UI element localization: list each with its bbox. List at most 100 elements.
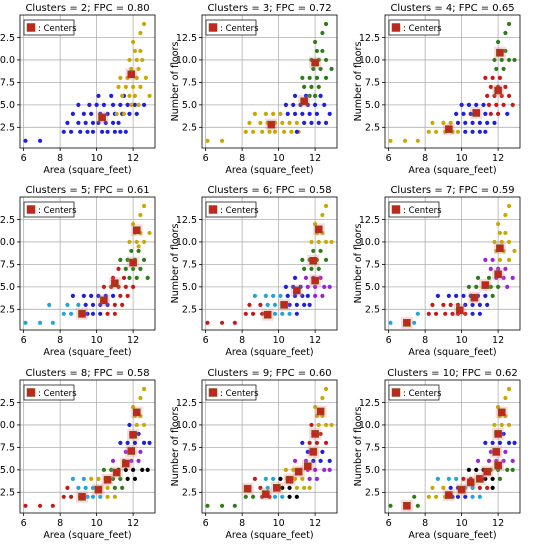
data-point xyxy=(483,111,488,116)
data-point xyxy=(503,30,508,36)
data-point xyxy=(505,284,510,289)
data-point xyxy=(145,467,150,472)
data-point xyxy=(285,293,290,298)
data-point xyxy=(120,485,125,490)
x-axis-label: Area (square_feet) xyxy=(225,347,313,358)
data-point xyxy=(318,458,323,463)
data-point xyxy=(496,266,501,271)
subplot-title: Clusters = 6; FPC = 0.58 xyxy=(207,185,331,196)
data-point xyxy=(123,84,128,89)
data-point xyxy=(87,102,92,107)
data-point xyxy=(85,129,90,134)
data-point xyxy=(506,386,512,392)
data-point xyxy=(136,431,141,437)
data-point xyxy=(474,284,479,289)
data-point xyxy=(123,467,128,472)
data-point xyxy=(505,467,510,472)
data-point xyxy=(294,311,299,316)
legend-box xyxy=(205,19,257,36)
data-point xyxy=(132,102,138,107)
data-point xyxy=(323,120,329,125)
data-point xyxy=(323,21,329,27)
data-point xyxy=(138,266,143,271)
data-point xyxy=(118,257,123,263)
axes-frame xyxy=(201,14,338,149)
center-marker xyxy=(129,431,137,439)
data-point xyxy=(260,129,265,134)
data-point xyxy=(99,129,105,134)
data-point xyxy=(263,293,268,298)
x-tick-label: 10 xyxy=(273,153,285,164)
data-point xyxy=(435,476,441,481)
data-point xyxy=(118,102,123,107)
data-point xyxy=(278,476,283,481)
data-point xyxy=(316,120,321,125)
legend-box xyxy=(388,384,440,401)
data-point xyxy=(272,302,278,307)
center-marker xyxy=(492,448,501,456)
data-point xyxy=(287,311,292,316)
data-point xyxy=(501,102,506,107)
data-point xyxy=(475,275,481,280)
data-point xyxy=(488,111,493,116)
center-marker xyxy=(285,475,294,484)
data-point xyxy=(81,476,86,481)
y-tick-label: 10.0 xyxy=(176,55,197,66)
data-point xyxy=(433,311,439,316)
data-point xyxy=(402,138,408,143)
data-point xyxy=(132,476,138,481)
legend-center-marker xyxy=(391,388,401,397)
center-marker xyxy=(470,293,479,302)
data-point xyxy=(302,485,307,490)
data-point xyxy=(490,485,495,490)
data-point xyxy=(281,129,287,134)
data-point xyxy=(327,284,332,289)
data-point xyxy=(101,102,107,107)
subplot-2: Clusters = 3; FPC = 0.72 6 8 10 12 2.5 5.0 7.5 1… xyxy=(170,3,338,176)
y-tick-label: 5.0 xyxy=(365,282,380,293)
data-point xyxy=(127,239,132,245)
data-point xyxy=(477,129,482,134)
data-point xyxy=(271,111,276,116)
data-point xyxy=(307,485,312,490)
data-point xyxy=(309,84,314,89)
data-point xyxy=(263,476,268,481)
center-marker xyxy=(494,86,502,95)
data-point xyxy=(85,494,90,499)
axes-frame xyxy=(384,196,521,331)
data-point xyxy=(105,311,110,316)
data-point xyxy=(448,120,453,125)
subplot-title: Clusters = 3; FPC = 0.72 xyxy=(207,3,331,14)
legend-center-marker xyxy=(391,205,401,214)
data-point xyxy=(129,458,134,463)
x-tick-label: 6 xyxy=(203,153,209,164)
center-marker xyxy=(497,408,506,417)
center-marker xyxy=(309,257,318,265)
x-axis-label: Area (square_feet) xyxy=(408,347,496,358)
center-marker xyxy=(300,97,308,106)
axes-frame xyxy=(19,14,156,149)
data-point xyxy=(70,476,76,481)
data-point xyxy=(96,293,101,298)
data-point xyxy=(283,284,289,289)
center-marker xyxy=(457,485,466,494)
data-point xyxy=(76,120,81,125)
data-point xyxy=(131,284,136,289)
data-point xyxy=(318,275,323,280)
x-tick-label: 8 xyxy=(57,518,63,529)
x-axis-label: Area (square_feet) xyxy=(408,530,496,541)
data-point xyxy=(454,476,459,481)
data-point xyxy=(272,311,278,316)
data-point xyxy=(499,422,504,428)
data-point xyxy=(147,93,152,98)
data-point xyxy=(320,212,325,218)
data-point xyxy=(243,129,248,134)
legend-center-marker xyxy=(391,23,401,32)
data-point xyxy=(510,467,515,472)
data-point xyxy=(314,111,320,116)
center-marker xyxy=(494,430,502,438)
legend-label: : Centers xyxy=(403,389,442,399)
subplot-title: Clusters = 9; FPC = 0.60 xyxy=(207,368,331,379)
